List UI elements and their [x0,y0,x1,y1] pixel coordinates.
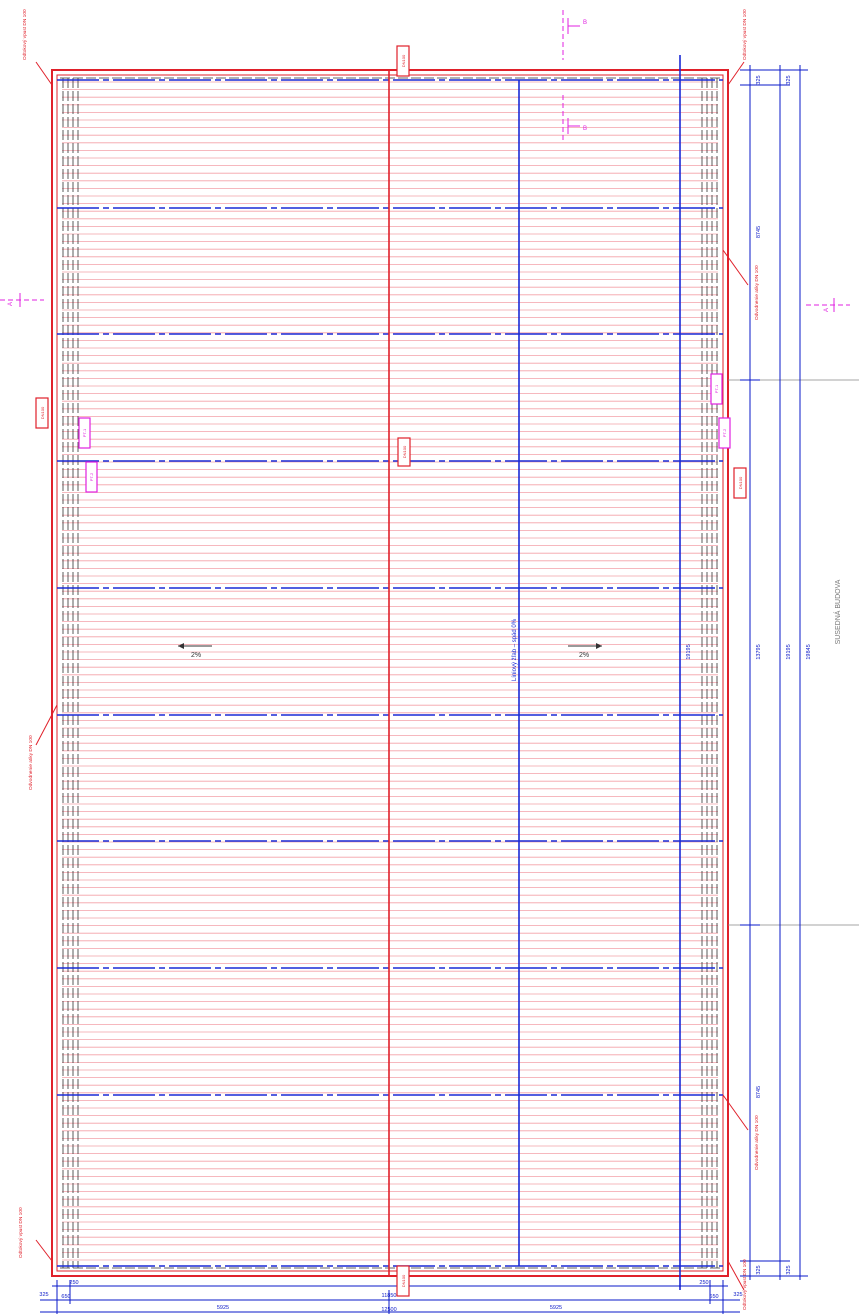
bottom-dimension-lines [40,1280,740,1314]
callout-left-mid: Odvodnenie atiky DN 100 [28,735,34,790]
slope-arrow-right: 2% [568,643,602,659]
dim-bottom-half-right: 5925 [550,1305,562,1311]
callout-right-upper: Odvodnenie atiky DN 100 [754,265,760,320]
callout-top-right: Odtokový vpust DN 100 [742,9,748,60]
dim-right-a5: 325 [756,1265,762,1274]
tag-magenta-right-2-text: PT-2 [722,428,727,437]
dim-bottom-total-overall: 12500 [381,1307,396,1313]
tag-magenta-right-2: PT-2 [718,417,731,449]
callout-bottom-left: Odtokový vpust DN 100 [18,1207,24,1258]
callout-bottom-right: Odtokový vpust DN 100 [742,1259,748,1310]
dim-right-b3: 325 [786,1265,792,1274]
callout-right-lower: Odvodnenie atiky DN 100 [754,1115,760,1170]
roof-slope-hatch [62,81,718,1261]
neighbor-building-lines [728,379,859,926]
section-label-right: A [824,308,830,312]
dim-right-a1: 325 [756,75,762,84]
dim-bottom-total-inner: 11850 [382,1293,397,1299]
dim-right-a2: 8745 [756,226,762,238]
ridge-lines [388,55,681,1290]
tag-left-upper-text: DN100 [40,406,45,419]
roof-perimeter [51,69,729,1277]
section-marker-right [806,298,850,312]
dim-right-c1: 19845 [806,644,812,659]
dim-right-a4: 8745 [756,1086,762,1098]
dim-bottom-edge-right: 325 [733,1292,742,1298]
dim-bottom-edge-left: 325 [39,1292,48,1298]
attic-edge-lines [60,77,720,1269]
tag-top-center: DN100 [396,45,410,77]
section-marker-left [0,293,44,307]
dim-right-mid: 19195 [686,644,692,659]
tag-center-mid: DN100 [397,437,411,467]
tag-magenta-left-1-text: PT-1 [82,428,87,437]
tag-magenta-right-1-text: PT-1 [714,384,719,393]
tag-left-upper: DN100 [35,397,49,429]
dim-right-b1: 325 [786,75,792,84]
dim-right-a3: 13795 [756,644,762,659]
neighbor-building-label: SUSEDNÁ BUDOVA [833,579,842,644]
tag-magenta-left-2-text: PT-2 [89,472,94,481]
tag-bottom-center: DN100 [396,1265,410,1297]
right-dimension-lines [740,65,808,1280]
tag-right-mid-text: DN100 [738,476,743,489]
bottom-dimension-texts: 250 250 325 325 650 650 11850 5925 5925 … [39,1280,742,1313]
section-label-top-lower: B [583,126,587,132]
callout-leaders [35,61,749,1291]
section-marker-top [562,10,580,140]
tag-center-mid-text: DN100 [402,445,407,458]
ridge-note: Líniový žľab – spád 0% [512,618,518,681]
dim-bottom-inner-right: 250 [699,1280,708,1286]
tag-magenta-left-1: PT-1 [78,417,91,449]
dim-bottom-small-left: 650 [61,1294,70,1300]
dim-bottom-inner-left: 250 [69,1280,78,1286]
callout-top-left: Odtokový vpust DN 100 [22,9,28,60]
tag-bottom-center-text: DN100 [401,1274,406,1287]
structure-grid-lines [57,79,723,1267]
dim-right-b2: 19195 [786,644,792,659]
tag-top-center-text: DN100 [401,54,406,67]
slope-arrow-left: 2% [178,643,212,659]
tag-magenta-right-1: PT-1 [710,373,723,405]
right-dimension-texts: 325 8745 13795 8745 325 325 19195 325 19… [686,75,812,1274]
tag-boxes: DN100 DN100 DN100 DN100 DN100 PT-1 PT-2 [35,45,747,1297]
section-label-top-upper: B [583,20,587,26]
slope-right-label: 2% [579,652,589,659]
tag-magenta-left-2: PT-2 [85,461,98,493]
section-label-left: A [8,302,14,306]
dim-bottom-small-right: 650 [709,1294,718,1300]
dim-bottom-half-left: 5925 [217,1305,229,1311]
slope-left-label: 2% [191,652,201,659]
tag-right-mid: DN100 [733,467,747,499]
